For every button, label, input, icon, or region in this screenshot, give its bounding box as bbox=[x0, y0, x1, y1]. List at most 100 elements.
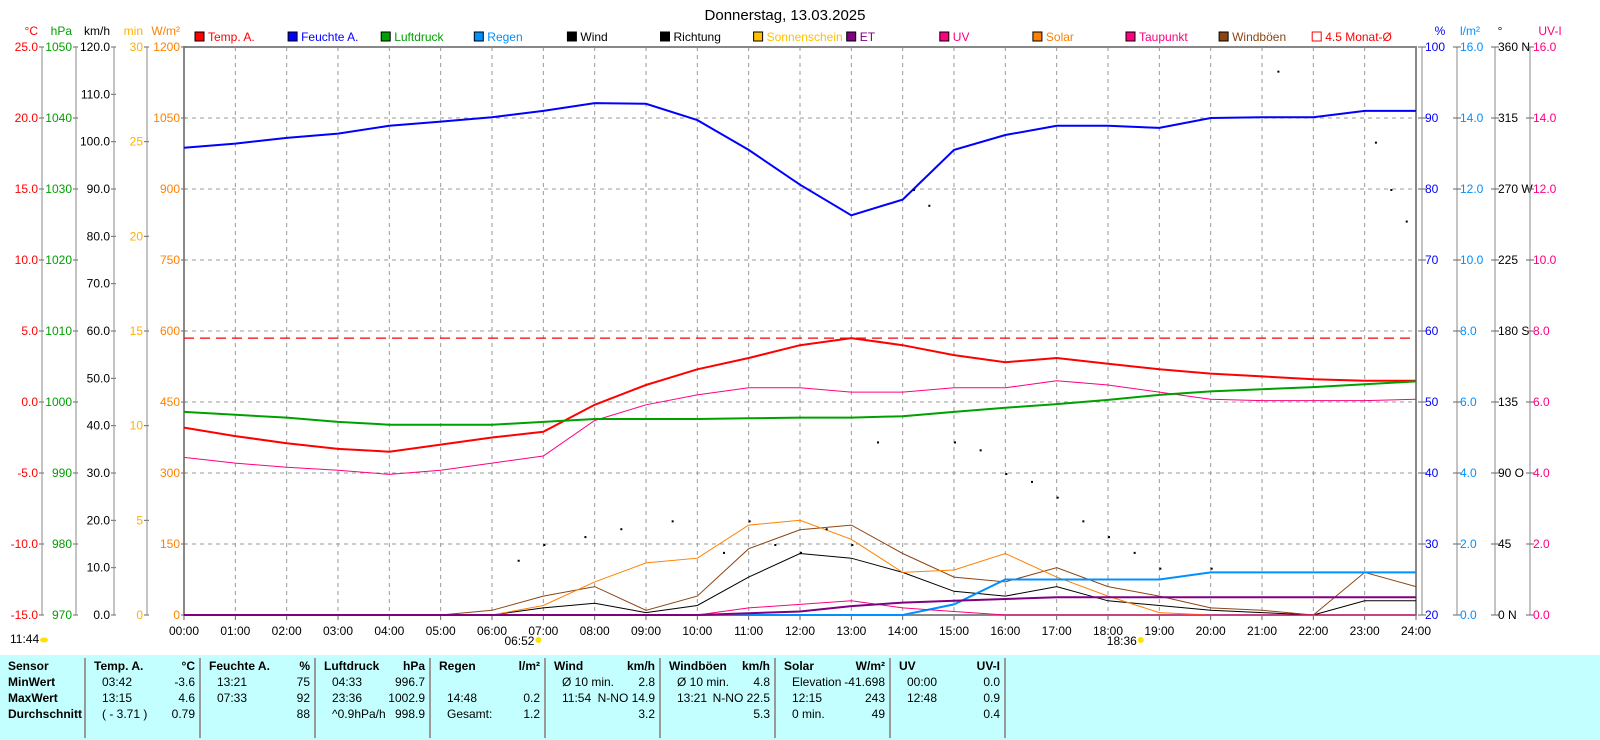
table-cell: Sensor bbox=[8, 659, 49, 673]
x-tick-label: 13:00 bbox=[836, 624, 866, 638]
table-row: 00:00 0.0 bbox=[895, 674, 1004, 690]
table-cell: 03:42 bbox=[102, 675, 133, 689]
table-cell: 0.79 bbox=[171, 707, 195, 721]
axis-tick-label-humidity: 90 bbox=[1425, 111, 1439, 125]
axis-tick-label-solar: 750 bbox=[160, 253, 180, 267]
table-row: ( - 3.71 ) 0.79 bbox=[90, 706, 199, 722]
direction-point bbox=[1390, 189, 1393, 191]
table-row: 5.3 bbox=[665, 706, 774, 722]
direction-point bbox=[1031, 480, 1033, 483]
legend-swatch bbox=[1218, 31, 1229, 42]
table-row: UV UV-I bbox=[895, 658, 1004, 674]
direction-point bbox=[954, 441, 956, 444]
axis-tick-label-temp: -10.0 bbox=[11, 537, 39, 551]
x-tick-label: 03:00 bbox=[323, 624, 353, 638]
axis-unit-uv: UV-I bbox=[1538, 24, 1561, 38]
axis-tick-label-humidity: 50 bbox=[1425, 395, 1439, 409]
axis-tick-label-humidity: 40 bbox=[1425, 466, 1439, 480]
axis-tick-label-wind: 40.0 bbox=[87, 419, 111, 433]
x-tick-label: 02:00 bbox=[272, 624, 302, 638]
axis-tick-label-rain: 8.0 bbox=[1460, 324, 1477, 338]
legend-swatch bbox=[846, 31, 857, 42]
x-tick-label: 14:00 bbox=[888, 624, 918, 638]
table-row: Ø 10 min. 4.8 bbox=[665, 674, 774, 690]
direction-point bbox=[928, 204, 931, 207]
axis-tick-label-pressure: 1050 bbox=[45, 40, 72, 54]
axis-tick-label-uv: 6.0 bbox=[1533, 395, 1550, 409]
axis-tick-label-rain: 0.0 bbox=[1460, 608, 1477, 622]
axis-tick-label-wind: 30.0 bbox=[87, 466, 111, 480]
legend-swatch bbox=[287, 31, 298, 42]
table-column: Solar W/m² Elevation -41.698 12:15 243 0 min. 4… bbox=[780, 658, 891, 738]
series-temp-a- bbox=[183, 337, 1416, 453]
table-row: 88 bbox=[205, 706, 314, 722]
direction-point bbox=[1210, 567, 1213, 570]
x-tick-label: 22:00 bbox=[1298, 624, 1328, 638]
table-row: Regen l/m² bbox=[435, 658, 544, 674]
table-cell: hPa bbox=[402, 659, 425, 673]
table-column: Regen l/m² 14:48 0.2 Gesamt: 1.2 bbox=[435, 658, 546, 738]
table-cell: 49 bbox=[871, 707, 885, 721]
table-cell: MaxWert bbox=[8, 691, 58, 705]
axis-tick-label-wind: 110.0 bbox=[81, 87, 110, 101]
table-cell: 75 bbox=[296, 675, 310, 689]
axis-tick-label-sunshine: 15 bbox=[130, 324, 144, 338]
table-row: 14:48 0.2 bbox=[435, 690, 544, 706]
table-cell: ^0.9hPa/h bbox=[332, 707, 386, 721]
axis-tick-label-solar: 600 bbox=[160, 324, 180, 338]
axis-tick-label-humidity: 100 bbox=[1425, 40, 1445, 54]
axis-tick-label-uv: 4.0 bbox=[1533, 466, 1550, 480]
x-tick-label: 19:00 bbox=[1144, 624, 1174, 638]
table-row: MaxWert bbox=[4, 690, 84, 706]
axis-unit-solar: W/m² bbox=[151, 24, 180, 38]
table-column: Windböen km/h Ø 10 min. 4.8 13:21 N-NO 22.5 5.… bbox=[665, 658, 776, 738]
table-cell: 23:36 bbox=[332, 691, 363, 705]
table-column: Luftdruck hPa 04:33 996.7 23:36 1002.9 ^0.9hPa… bbox=[320, 658, 431, 738]
legend-swatch bbox=[566, 31, 577, 42]
table-cell: ( - 3.71 ) bbox=[102, 707, 148, 721]
table-cell: 12:15 bbox=[792, 691, 823, 705]
legend-label: Windböen bbox=[1232, 30, 1286, 44]
table-cell: 12:48 bbox=[907, 691, 938, 705]
legend-swatch bbox=[380, 31, 391, 42]
axis-tick-label-sunshine: 10 bbox=[130, 419, 144, 433]
table-row: 3.2 bbox=[550, 706, 659, 722]
table-cell: 5.3 bbox=[753, 707, 770, 721]
table-cell: Ø 10 min. bbox=[562, 675, 615, 689]
legend-label: 4.5 Monat-Ø bbox=[1325, 30, 1392, 44]
axis-tick-label-solar: 150 bbox=[160, 537, 180, 551]
axis-tick-label-solar: 1050 bbox=[153, 111, 180, 125]
table-cell: -3.6 bbox=[174, 675, 195, 689]
table-row: 07:33 92 bbox=[205, 690, 314, 706]
table-row: 23:36 1002.9 bbox=[320, 690, 429, 706]
table-cell: Windböen bbox=[669, 659, 727, 673]
axis-tick-label-wind: 120.0 bbox=[80, 40, 110, 54]
table-column: UV UV-I 00:00 0.0 12:48 0.9 0.4 bbox=[895, 658, 1006, 738]
legend-label: UV bbox=[953, 30, 970, 44]
axis-tick-label-temp: 5.0 bbox=[21, 324, 38, 338]
table-cell: UV-I bbox=[976, 659, 1000, 673]
table-column: Sensor MinWert MaxWert Durchschnitt bbox=[4, 658, 86, 738]
axis-tick-label-direction: 270 W bbox=[1498, 182, 1533, 196]
table-cell: 11:54 bbox=[562, 691, 592, 705]
axis-tick-label-rain: 10.0 bbox=[1460, 253, 1484, 267]
sun-icon bbox=[535, 637, 542, 643]
table-row: 03:42 -3.6 bbox=[90, 674, 199, 690]
axis-tick-label-uv: 16.0 bbox=[1533, 40, 1557, 54]
direction-point bbox=[1056, 496, 1059, 499]
corner-time: 11:44 bbox=[10, 632, 39, 646]
axis-tick-label-rain: 16.0 bbox=[1460, 40, 1484, 54]
direction-point bbox=[1159, 567, 1162, 570]
legend-label: Wind bbox=[580, 30, 607, 44]
x-tick-label: 11:00 bbox=[734, 624, 763, 638]
legend-label: Luftdruck bbox=[394, 30, 444, 44]
axis-unit-wind: km/h bbox=[84, 24, 110, 38]
axis-tick-label-temp: 10.0 bbox=[15, 253, 39, 267]
table-cell: 243 bbox=[864, 691, 885, 705]
table-cell: Wind bbox=[554, 659, 584, 673]
table-cell: 996.7 bbox=[394, 675, 425, 689]
table-row: 13:21 75 bbox=[205, 674, 314, 690]
legend-swatch bbox=[473, 31, 484, 42]
table-row: 12:15 243 bbox=[780, 690, 889, 706]
axis-tick-label-direction: 135 bbox=[1498, 395, 1518, 409]
